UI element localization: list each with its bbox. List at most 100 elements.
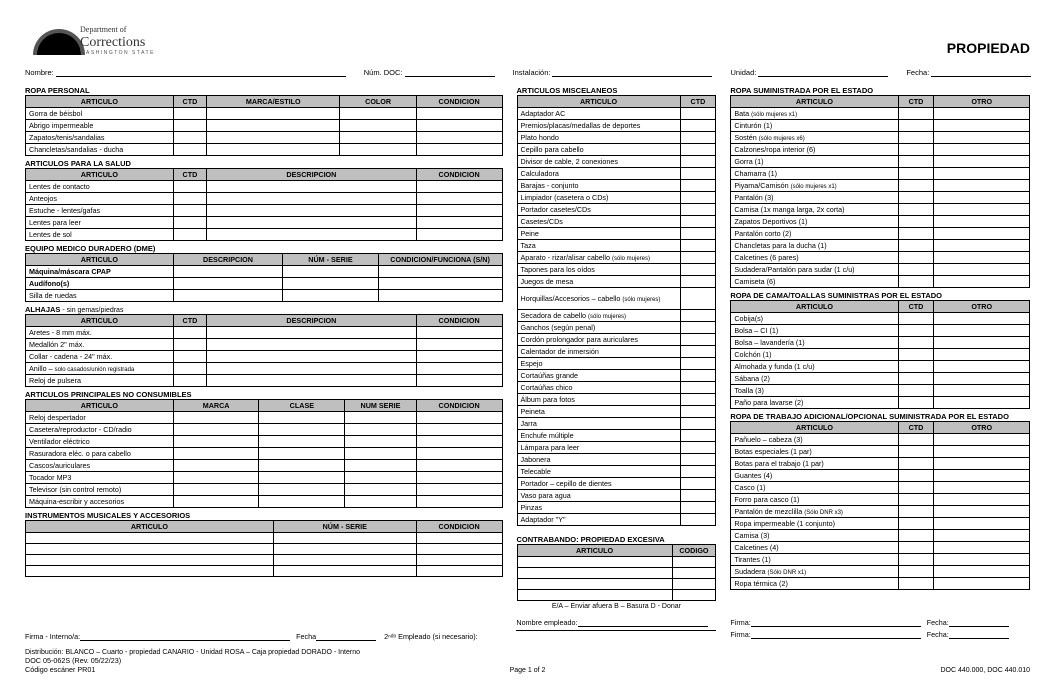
table-cell[interactable] [26, 544, 274, 555]
table-cell[interactable]: Botas para el trabajo (1 par) [731, 458, 898, 470]
table-cell[interactable]: Horquillas/Accesorios – cabello (sólo mu… [517, 288, 680, 310]
table-cell[interactable]: Cascos/auriculares [26, 460, 174, 472]
table-cell[interactable] [207, 339, 417, 351]
table-cell[interactable]: Barajas - conjunto [517, 180, 680, 192]
table-cell[interactable] [680, 192, 716, 204]
table-cell[interactable]: Ventilador eléctrico [26, 436, 174, 448]
table-cell[interactable] [207, 327, 417, 339]
table-cell[interactable]: Silla de ruedas [26, 290, 174, 302]
table-cell[interactable] [680, 514, 716, 526]
table-cell[interactable] [345, 460, 416, 472]
table-cell[interactable] [416, 351, 502, 363]
table-cell[interactable] [898, 264, 934, 276]
table-cell[interactable] [416, 533, 502, 544]
table-cell[interactable]: Ropa térmica (2) [731, 578, 898, 590]
table-cell[interactable] [898, 446, 934, 458]
table-cell[interactable]: Cinturón (1) [731, 120, 898, 132]
table-cell[interactable]: Anteojos [26, 193, 174, 205]
table-cell[interactable]: Calzones/ropa interior (6) [731, 144, 898, 156]
table-cell[interactable] [416, 566, 502, 577]
table-cell[interactable] [173, 144, 206, 156]
table-cell[interactable] [680, 430, 716, 442]
table-cell[interactable] [934, 337, 1030, 349]
table-cell[interactable] [934, 482, 1030, 494]
table-cell[interactable]: Álbum para fotos [517, 394, 680, 406]
table-cell[interactable] [273, 544, 416, 555]
table-cell[interactable] [680, 406, 716, 418]
sig-segundo-emp[interactable] [516, 630, 716, 631]
table-cell[interactable]: Televisor (sin control remoto) [26, 484, 174, 496]
table-cell[interactable] [898, 458, 934, 470]
table-cell[interactable] [934, 566, 1030, 578]
table-cell[interactable] [934, 578, 1030, 590]
table-cell[interactable] [173, 193, 206, 205]
table-cell[interactable] [345, 424, 416, 436]
table-cell[interactable] [259, 484, 345, 496]
table-cell[interactable] [173, 339, 206, 351]
table-cell[interactable] [898, 349, 934, 361]
table-cell[interactable]: Zapatos Deportivos (1) [731, 216, 898, 228]
table-cell[interactable] [898, 337, 934, 349]
table-cell[interactable] [416, 327, 502, 339]
table-cell[interactable] [898, 482, 934, 494]
table-cell[interactable]: Forro para casco (1) [731, 494, 898, 506]
table-cell[interactable]: Casetera/reproductor - CD/radio [26, 424, 174, 436]
table-cell[interactable] [898, 216, 934, 228]
table-cell[interactable]: Pantalón de mezclilla (Sólo DNR x3) [731, 506, 898, 518]
table-cell[interactable] [173, 327, 206, 339]
table-cell[interactable]: Chamarra (1) [731, 168, 898, 180]
table-cell[interactable] [680, 180, 716, 192]
table-cell[interactable]: Gorra (1) [731, 156, 898, 168]
sig-fecha2[interactable] [949, 638, 1009, 639]
table-cell[interactable] [173, 472, 259, 484]
input-unidad[interactable] [758, 76, 888, 77]
table-cell[interactable] [345, 496, 416, 508]
table-cell[interactable] [416, 120, 502, 132]
table-cell[interactable] [207, 181, 417, 193]
table-cell[interactable]: Calcetines (4) [731, 542, 898, 554]
table-cell[interactable] [173, 290, 283, 302]
table-cell[interactable] [898, 373, 934, 385]
table-cell[interactable] [517, 590, 672, 601]
table-cell[interactable] [26, 566, 274, 577]
table-cell[interactable] [898, 578, 934, 590]
table-cell[interactable] [934, 506, 1030, 518]
table-cell[interactable]: Sábana (2) [731, 373, 898, 385]
table-cell[interactable] [26, 533, 274, 544]
table-cell[interactable]: Taza [517, 240, 680, 252]
table-cell[interactable] [934, 349, 1030, 361]
table-cell[interactable]: Peineta [517, 406, 680, 418]
table-cell[interactable] [416, 375, 502, 387]
table-cell[interactable] [680, 490, 716, 502]
table-cell[interactable]: Cepillo para cabello [517, 144, 680, 156]
table-cell[interactable] [207, 217, 417, 229]
table-cell[interactable]: Divisor de cable, 2 conexiones [517, 156, 680, 168]
table-cell[interactable] [934, 554, 1030, 566]
table-cell[interactable] [416, 448, 502, 460]
table-cell[interactable]: Camiseta (6) [731, 276, 898, 288]
table-cell[interactable]: Jabonera [517, 454, 680, 466]
table-cell[interactable]: Reloj despertador [26, 412, 174, 424]
table-cell[interactable] [680, 394, 716, 406]
table-cell[interactable]: Anillo – solo casados/unión registrada [26, 363, 174, 375]
table-cell[interactable] [416, 544, 502, 555]
table-cell[interactable]: Cortaúñas chico [517, 382, 680, 394]
table-cell[interactable]: Pañuelo – cabeza (3) [731, 434, 898, 446]
table-cell[interactable]: Adaptador "Y" [517, 514, 680, 526]
table-cell[interactable]: Estuche - lentes/gafas [26, 205, 174, 217]
table-cell[interactable]: Lentes de sol [26, 229, 174, 241]
table-cell[interactable] [680, 334, 716, 346]
table-cell[interactable] [273, 566, 416, 577]
table-cell[interactable] [672, 557, 716, 568]
table-cell[interactable] [680, 454, 716, 466]
table-cell[interactable]: Pantalón (3) [731, 192, 898, 204]
sig-nombre-emp[interactable] [578, 626, 708, 627]
table-cell[interactable] [680, 466, 716, 478]
table-cell[interactable] [898, 566, 934, 578]
table-cell[interactable] [898, 252, 934, 264]
table-cell[interactable] [173, 181, 206, 193]
table-cell[interactable] [416, 472, 502, 484]
table-cell[interactable] [898, 397, 934, 409]
table-cell[interactable] [680, 204, 716, 216]
table-cell[interactable] [173, 448, 259, 460]
